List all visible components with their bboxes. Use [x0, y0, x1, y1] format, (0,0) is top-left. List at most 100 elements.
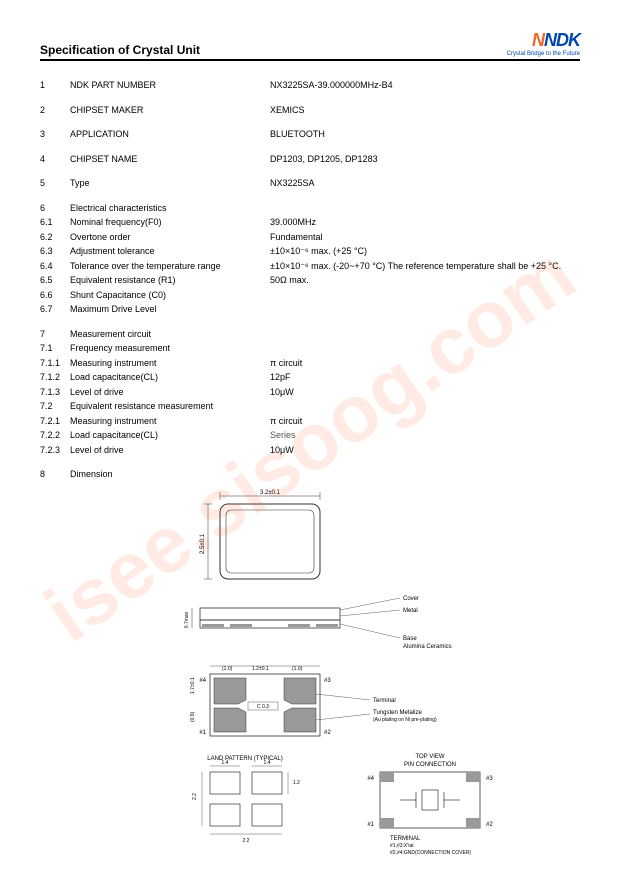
spec-num: 7.2.1 — [40, 415, 70, 429]
spec-num: 8 — [40, 468, 70, 482]
spec-label: Dimension — [70, 468, 270, 482]
spec-label: Adjustment tolerance — [70, 245, 270, 259]
spec-row: 7.2.3Level of drive10μW — [40, 444, 580, 458]
spec-label: NDK PART NUMBER — [70, 79, 270, 93]
svg-text:Cover: Cover — [403, 596, 419, 602]
spec-label: Level of drive — [70, 386, 270, 400]
svg-text:TERMINAL: TERMINAL — [390, 836, 421, 842]
svg-text:#4: #4 — [199, 678, 206, 684]
spec-value: Fundamental — [270, 231, 580, 245]
svg-text:2.2: 2.2 — [192, 792, 198, 799]
svg-text:PIN CONNECTION: PIN CONNECTION — [404, 762, 456, 768]
spec-label: Measurement circuit — [70, 328, 270, 342]
svg-text:1.2: 1.2 — [293, 780, 300, 786]
spec-num: 6.7 — [40, 303, 70, 317]
spec-value: NX3225SA-39.000000MHz-B4 — [270, 79, 580, 93]
spec-label: CHIPSET NAME — [70, 153, 270, 167]
spec-value — [270, 289, 580, 303]
svg-text:#3: #3 — [324, 678, 331, 684]
spec-num: 7.1.3 — [40, 386, 70, 400]
spec-value: 10μW — [270, 444, 580, 458]
spec-label: Tolerance over the temperature range — [70, 260, 270, 274]
spec-value — [270, 342, 580, 356]
svg-text:(Au plating on Ni pre-plating): (Au plating on Ni pre-plating) — [373, 717, 437, 723]
spec-num: 4 — [40, 153, 70, 167]
spec-value: π circuit — [270, 357, 580, 371]
spec-row: 6Electrical characteristics — [40, 202, 580, 216]
svg-text:Metal: Metal — [403, 608, 418, 614]
spec-label: Measuring instrument — [70, 357, 270, 371]
svg-text:#2,#4:GND(CONNECTION COVER): #2,#4:GND(CONNECTION COVER) — [390, 850, 471, 856]
svg-text:#1: #1 — [199, 730, 206, 736]
spec-value: 12pF — [270, 371, 580, 385]
spec-num: 5 — [40, 177, 70, 191]
svg-text:#4: #4 — [367, 776, 374, 782]
spec-row: 2CHIPSET MAKERXEMICS — [40, 104, 580, 118]
spec-value: 39.000MHz — [270, 216, 580, 230]
spec-label: Load capacitance(CL) — [70, 429, 270, 443]
spec-num: 6.6 — [40, 289, 70, 303]
spec-num: 7 — [40, 328, 70, 342]
spec-value — [270, 468, 580, 482]
spec-label: Level of drive — [70, 444, 270, 458]
svg-text:1.7±0.1: 1.7±0.1 — [190, 677, 196, 694]
spec-value: Series — [270, 429, 580, 443]
spec-label: Shunt Capacitance (C0) — [70, 289, 270, 303]
svg-text:C 0.3: C 0.3 — [257, 704, 269, 710]
spec-label: Measuring instrument — [70, 415, 270, 429]
spec-value — [270, 328, 580, 342]
header: Specification of Crystal Unit NNDKNDK Cr… — [40, 30, 580, 61]
spec-row: 7.1.3Level of drive10μW — [40, 386, 580, 400]
svg-text:#2: #2 — [486, 822, 493, 828]
svg-text:#1: #1 — [367, 822, 374, 828]
spec-num: 6.2 — [40, 231, 70, 245]
spec-value: ±10×10⁻⁶ max. (-20~+70 °C) The reference… — [270, 260, 580, 274]
spec-row: 7.1.1Measuring instrument π circuit — [40, 357, 580, 371]
spec-label: Frequency measurement — [70, 342, 270, 356]
spec-value: BLUETOOTH — [270, 128, 580, 142]
spec-value: π circuit — [270, 415, 580, 429]
svg-text:2.5±0.1: 2.5±0.1 — [200, 533, 206, 554]
spec-row: 6.6Shunt Capacitance (C0) — [40, 289, 580, 303]
svg-text:#3: #3 — [486, 776, 493, 782]
spec-label: Type — [70, 177, 270, 191]
svg-text:LAND PATTERN (TYPICAL): LAND PATTERN (TYPICAL) — [207, 756, 282, 762]
svg-text:3.2±0.1: 3.2±0.1 — [260, 490, 281, 496]
spec-row: 6.2Overtone orderFundamental — [40, 231, 580, 245]
spec-row: 6.1Nominal frequency(F0)39.000MHz — [40, 216, 580, 230]
spec-value: DP1203, DP1205, DP1283 — [270, 153, 580, 167]
dimension-diagram: 3.2±0.1 2.5±0.1 0.7max Cover — [160, 486, 540, 868]
spec-row: 7.2Equivalent resistance measurement — [40, 400, 580, 414]
spec-value: 10μW — [270, 386, 580, 400]
spec-label: Equivalent resistance (R1) — [70, 274, 270, 288]
svg-text:Tungsten Metalize: Tungsten Metalize — [373, 710, 422, 716]
svg-text:1.4: 1.4 — [222, 760, 229, 766]
spec-value: ±10×10⁻⁶ max. (+25 °C) — [270, 245, 580, 259]
spec-value — [270, 202, 580, 216]
svg-text:TOP VIEW: TOP VIEW — [415, 754, 444, 760]
svg-text:#1,#3:X'tal: #1,#3:X'tal — [390, 843, 413, 849]
spec-label: Equivalent resistance measurement — [70, 400, 270, 414]
spec-label: Load capacitance(CL) — [70, 371, 270, 385]
spec-row: 6.4Tolerance over the temperature range±… — [40, 260, 580, 274]
svg-text:Terminal: Terminal — [373, 698, 396, 704]
spec-row: 7.2.1Measuring instrument π circuit — [40, 415, 580, 429]
spec-row: 7Measurement circuit — [40, 328, 580, 342]
logo: NNDKNDK — [507, 30, 580, 51]
spec-row: 3APPLICATIONBLUETOOTH — [40, 128, 580, 142]
spec-num: 6.5 — [40, 274, 70, 288]
spec-num: 6.3 — [40, 245, 70, 259]
svg-text:#2: #2 — [324, 730, 331, 736]
spec-row: 6.5Equivalent resistance (R1)50Ω max. — [40, 274, 580, 288]
spec-num: 6.4 — [40, 260, 70, 274]
spec-num: 2 — [40, 104, 70, 118]
spec-label: CHIPSET MAKER — [70, 104, 270, 118]
spec-label: APPLICATION — [70, 128, 270, 142]
spec-value — [270, 400, 580, 414]
spec-num: 6.1 — [40, 216, 70, 230]
svg-text:(1.0): (1.0) — [222, 666, 233, 672]
svg-text:1.4: 1.4 — [264, 760, 271, 766]
spec-num: 7.1 — [40, 342, 70, 356]
spec-num: 7.2.3 — [40, 444, 70, 458]
spec-row: 1NDK PART NUMBERNX3225SA-39.000000MHz-B4 — [40, 79, 580, 93]
